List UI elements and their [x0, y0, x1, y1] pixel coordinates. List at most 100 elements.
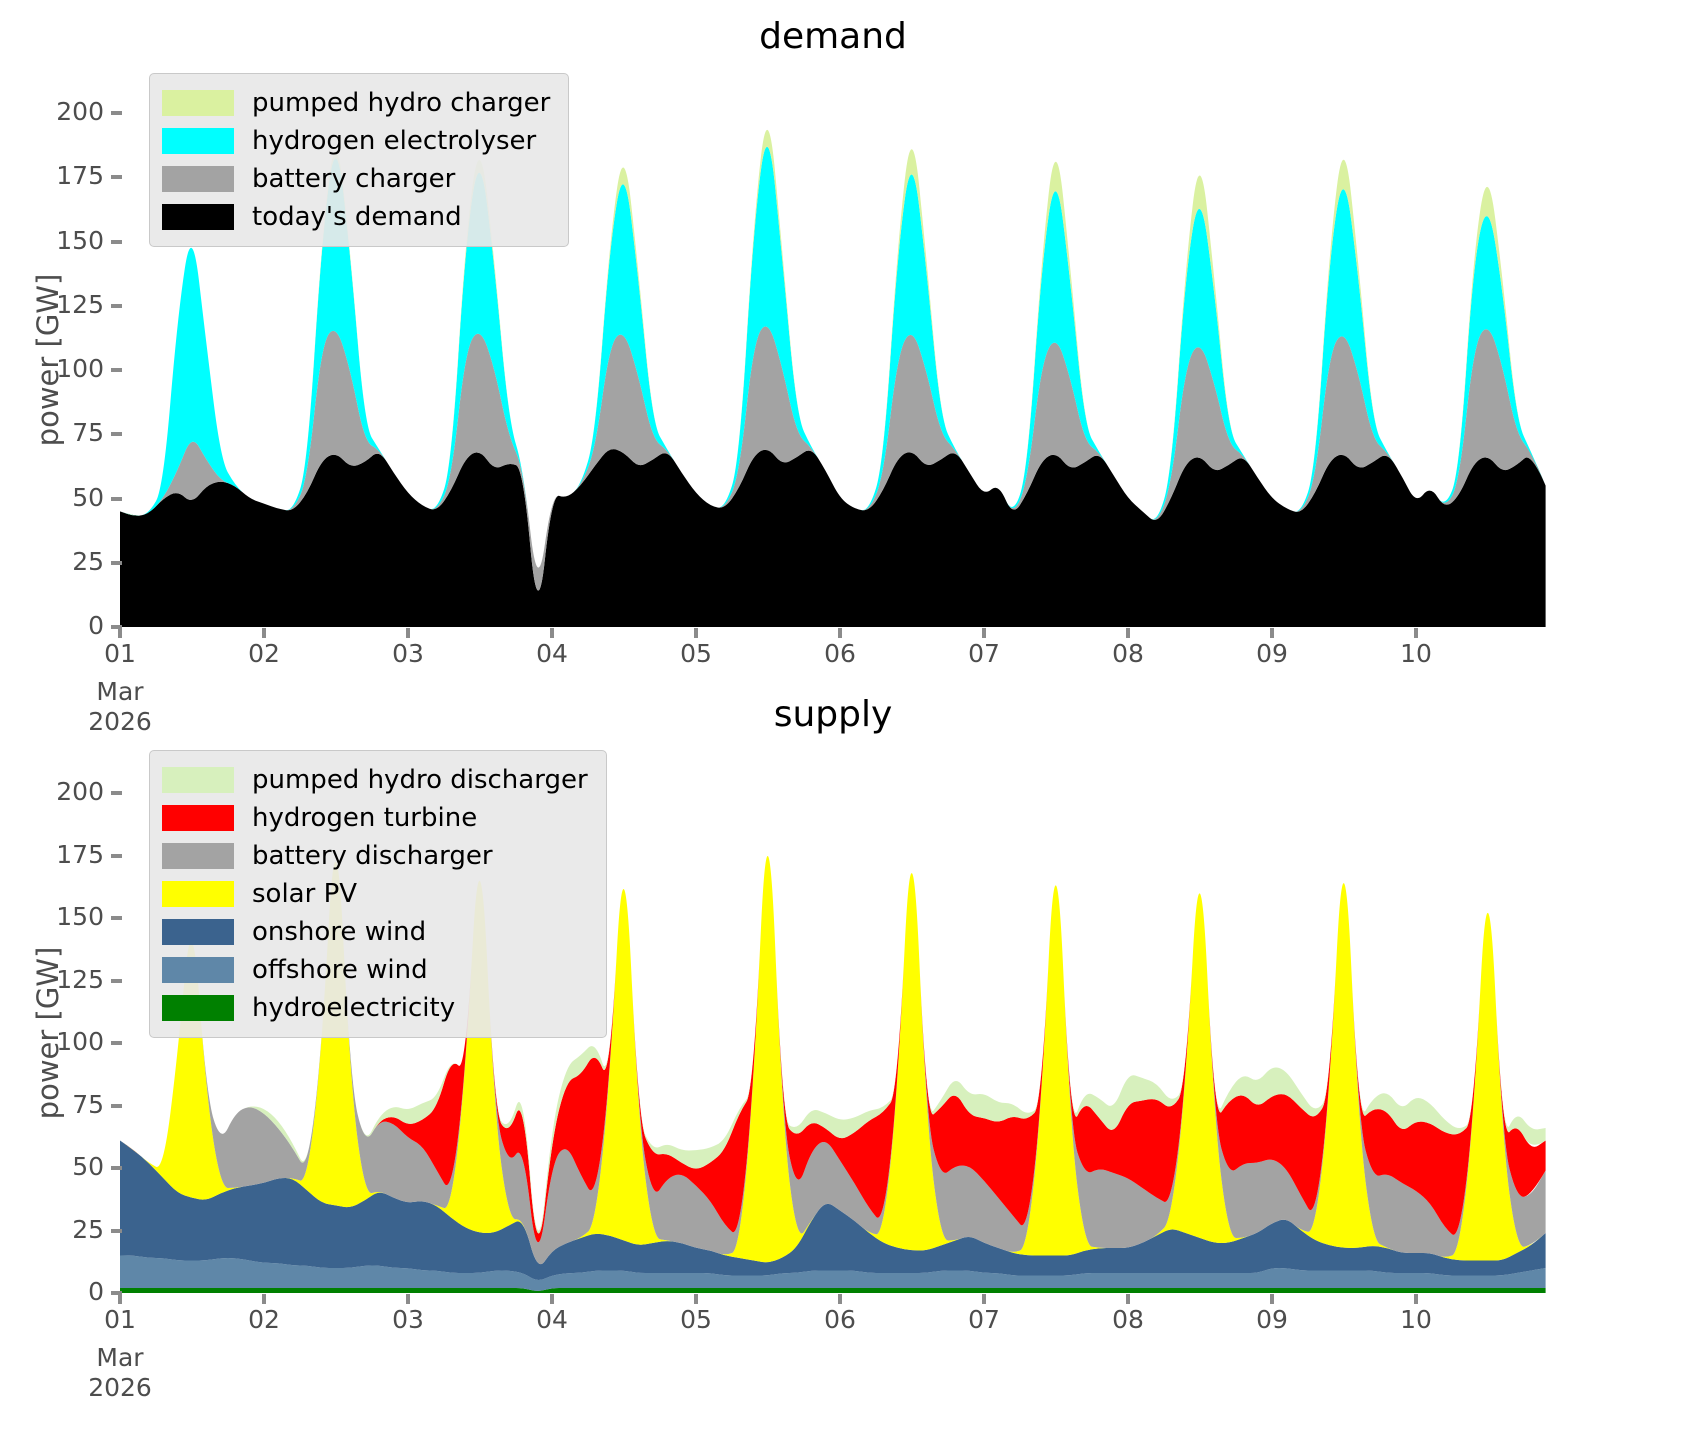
area-today-s-demand	[120, 449, 1546, 627]
legend-item-pumped-hydro-discharger: pumped hydro discharger	[162, 761, 588, 799]
demand-x-month-label: Mar	[96, 677, 144, 706]
legend-swatch-icon	[162, 90, 234, 116]
supply-x-tick-label: 06	[824, 1305, 856, 1334]
legend-item-battery-charger: battery charger	[162, 160, 550, 198]
area-onshore-wind	[120, 1140, 1546, 1280]
supply-y-tick-label: 0	[88, 1277, 104, 1306]
supply-legend: pumped hydro discharger hydrogen turbine b…	[149, 750, 607, 1038]
demand-y-tick-label: 50	[72, 482, 104, 512]
supply-x-tick-mark	[1414, 1294, 1418, 1304]
demand-x-tick-mark	[1414, 628, 1418, 638]
legend-item-battery-discharger: battery discharger	[162, 837, 588, 875]
demand-legend: pumped hydro charger hydrogen electrolyse…	[149, 73, 570, 247]
supply-x-tick-mark	[1126, 1294, 1130, 1304]
supply-x-year-label: 2026	[88, 1373, 152, 1402]
legend-item-today-s-demand: today's demand	[162, 198, 550, 236]
legend-swatch-icon	[162, 957, 234, 983]
supply-y-tick-label: 150	[56, 902, 104, 931]
demand-y-tick-mark	[111, 239, 122, 244]
supply-y-tick-label: 25	[72, 1214, 104, 1244]
demand-y-tick-mark	[111, 432, 122, 437]
demand-x-tick-mark	[838, 628, 842, 638]
demand-y-tick-mark	[111, 111, 122, 115]
supply-y-tick-label: 100	[56, 1027, 104, 1056]
demand-y-tick-label: 200	[56, 97, 104, 126]
legend-item-pumped-hydro-charger: pumped hydro charger	[162, 84, 550, 122]
supply-x-month-label: Mar	[96, 1343, 144, 1372]
demand-y-tick-mark	[111, 368, 122, 372]
legend-label: hydrogen turbine	[252, 803, 478, 833]
supply-x-tick-label: 02	[248, 1305, 280, 1334]
demand-x-tick-mark	[982, 628, 986, 638]
supply-y-tick-mark	[111, 1041, 122, 1045]
demand-x-tick-label: 06	[824, 639, 856, 668]
legend-item-solar-pv: solar PV	[162, 875, 588, 913]
demand-y-tick-mark	[111, 560, 122, 565]
area-battery-charger	[120, 326, 1546, 591]
legend-label: battery discharger	[252, 841, 493, 871]
supply-x-tick-mark	[550, 1294, 554, 1304]
supply-x-tick-label: 10	[1400, 1305, 1432, 1334]
demand-y-tick-label: 175	[56, 161, 104, 191]
supply-y-tick-label: 50	[72, 1152, 104, 1181]
demand-y-tick-label: 125	[56, 289, 104, 319]
supply-y-tick-mark	[111, 791, 122, 795]
legend-item-onshore-wind: onshore wind	[162, 913, 588, 951]
supply-x-tick-mark	[262, 1294, 266, 1304]
legend-swatch-icon	[162, 995, 234, 1021]
supply-y-tick-label: 200	[56, 777, 104, 806]
supply-x-tick-mark	[406, 1294, 410, 1304]
supply-x-tick-mark	[694, 1294, 698, 1304]
demand-y-tick-mark	[111, 496, 122, 501]
legend-swatch-icon	[162, 204, 234, 230]
area-battery-discharger	[120, 855, 1546, 1265]
supply-x-tick-label: 09	[1256, 1305, 1288, 1334]
legend-item-offshore-wind: offshore wind	[162, 951, 588, 989]
legend-label: offshore wind	[252, 955, 428, 985]
supply-x-tick-mark	[838, 1294, 842, 1304]
demand-y-tick-label: 150	[56, 225, 104, 255]
legend-swatch-icon	[162, 166, 234, 192]
legend-label: hydrogen electrolyser	[252, 126, 537, 156]
demand-x-tick-mark	[1126, 628, 1130, 638]
supply-x-tick-label: 04	[536, 1305, 568, 1334]
supply-y-tick-label: 75	[72, 1089, 104, 1119]
supply-y-tick-label: 125	[56, 964, 104, 994]
supply-x-tick-mark	[118, 1294, 122, 1304]
legend-item-hydrogen-electrolyser: hydrogen electrolyser	[162, 122, 550, 160]
supply-y-tick-mark	[111, 1291, 122, 1295]
legend-swatch-icon	[162, 805, 234, 831]
supply-y-tick-mark	[111, 1103, 122, 1108]
demand-x-tick-label: 10	[1400, 639, 1432, 668]
demand-y-tick-mark	[111, 175, 122, 180]
demand-y-tick-label: 0	[88, 611, 104, 640]
demand-chart-title: demand	[759, 16, 907, 57]
legend-label: today's demand	[252, 202, 462, 232]
supply-chart-title: supply	[773, 694, 893, 735]
demand-x-tick-label: 05	[680, 639, 712, 668]
legend-swatch-icon	[162, 128, 234, 154]
demand-x-tick-label: 02	[248, 639, 280, 668]
supply-y-tick-mark	[111, 978, 122, 983]
legend-label: onshore wind	[252, 917, 427, 947]
area-offshore-wind	[120, 1255, 1546, 1291]
supply-x-tick-label: 07	[968, 1305, 1000, 1334]
supply-x-tick-mark	[982, 1294, 986, 1304]
supply-y-tick-mark	[111, 1166, 122, 1170]
demand-x-tick-label: 01	[104, 639, 136, 668]
supply-y-tick-mark	[111, 916, 122, 920]
supply-x-tick-mark	[1270, 1294, 1274, 1304]
demand-y-tick-label: 100	[56, 354, 104, 383]
supply-y-tick-mark	[111, 853, 122, 858]
legend-label: pumped hydro charger	[252, 88, 551, 118]
area-pumped-hydro-charger	[120, 129, 1546, 568]
demand-x-tick-mark	[550, 628, 554, 638]
demand-x-year-label: 2026	[88, 707, 152, 736]
supply-y-tick-label: 175	[56, 839, 104, 869]
demand-x-tick-mark	[262, 628, 266, 638]
demand-x-tick-mark	[406, 628, 410, 638]
legend-swatch-icon	[162, 881, 234, 907]
demand-y-tick-mark	[111, 303, 122, 308]
demand-x-tick-mark	[694, 628, 698, 638]
